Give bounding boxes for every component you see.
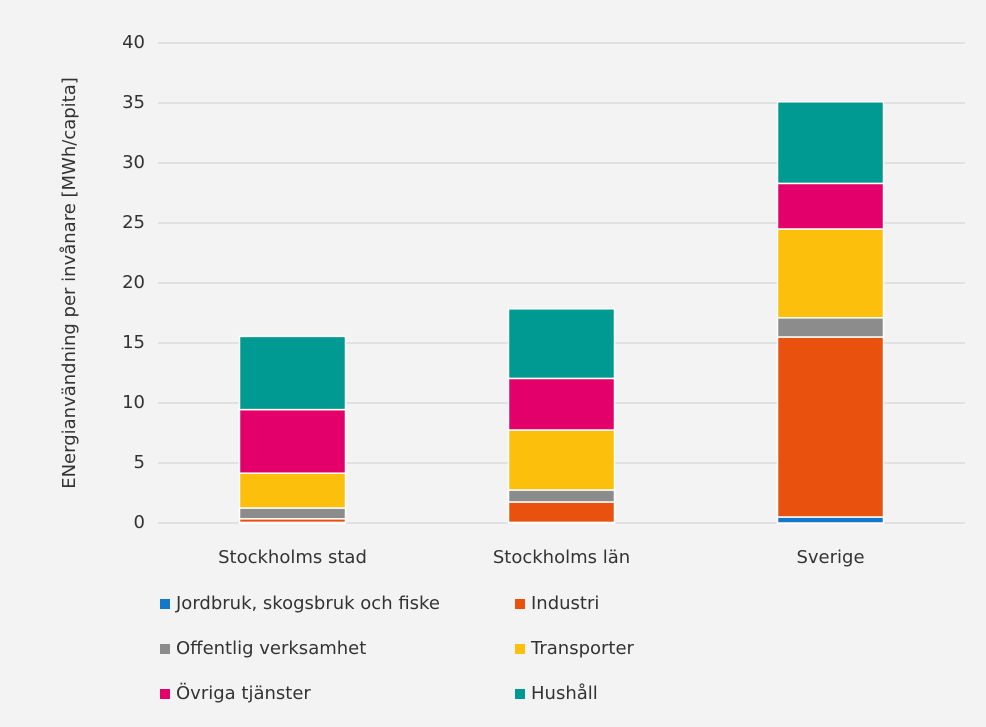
x-tick-label: Stockholms län <box>493 547 630 568</box>
legend-marker <box>160 644 170 654</box>
legend-marker <box>160 599 170 609</box>
x-tick-label: Sverige <box>796 547 864 568</box>
legend-marker <box>515 644 525 654</box>
legend-marker <box>515 689 525 699</box>
y-tick-label: 30 <box>122 152 145 173</box>
legend-marker <box>515 599 525 609</box>
bar-segment <box>776 228 885 319</box>
bar-segment <box>507 489 616 503</box>
legend-label: Offentlig verksamhet <box>176 638 366 659</box>
y-tick-label: 40 <box>122 32 145 53</box>
y-tick-label: 15 <box>122 332 145 353</box>
bar-segment <box>507 308 616 380</box>
y-tick-label: 0 <box>134 512 145 533</box>
bar-segment <box>238 408 347 474</box>
bar-segment <box>776 317 885 338</box>
bar-segment <box>238 472 347 509</box>
bar-segment <box>238 507 347 520</box>
y-tick-label: 5 <box>134 452 145 473</box>
y-tick-label: 10 <box>122 392 145 413</box>
legend-marker <box>160 689 170 699</box>
bar-segment <box>776 516 885 524</box>
y-tick-label: 35 <box>122 92 145 113</box>
x-tick-label: Stockholms stad <box>218 547 367 568</box>
legend-label: Industri <box>531 593 599 614</box>
legend-label: Transporter <box>530 638 635 659</box>
y-axis-label: ENergianvändning per invånare [MWh/capit… <box>59 77 80 489</box>
bar-segment <box>776 101 885 185</box>
legend-label: Jordbruk, skogsbruk och fiske <box>175 593 440 614</box>
bar-segment <box>507 501 616 524</box>
bar-segment <box>238 335 347 411</box>
y-tick-label: 20 <box>122 272 145 293</box>
bar-segment <box>776 182 885 230</box>
bar-segment <box>776 336 885 518</box>
legend-label: Övriga tjänster <box>176 682 311 704</box>
y-tick-label: 25 <box>122 212 145 233</box>
bar-segment <box>507 429 616 491</box>
legend-label: Hushåll <box>531 683 598 704</box>
bar-segment <box>507 377 616 431</box>
